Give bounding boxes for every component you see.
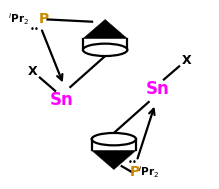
Text: P: P: [130, 165, 140, 179]
Text: ••: ••: [29, 25, 39, 34]
Ellipse shape: [83, 44, 127, 56]
Polygon shape: [83, 19, 127, 39]
Text: X: X: [27, 65, 37, 78]
Text: X: X: [182, 54, 192, 67]
Text: $^{i}$Pr$_2$: $^{i}$Pr$_2$: [138, 165, 159, 180]
Text: ••: ••: [128, 159, 138, 167]
Text: Sn: Sn: [145, 80, 169, 98]
Text: Sn: Sn: [50, 91, 74, 109]
Text: $^{i}$Pr$_2$: $^{i}$Pr$_2$: [8, 12, 29, 27]
Polygon shape: [92, 150, 136, 170]
Text: P: P: [39, 12, 49, 26]
Ellipse shape: [92, 133, 136, 145]
